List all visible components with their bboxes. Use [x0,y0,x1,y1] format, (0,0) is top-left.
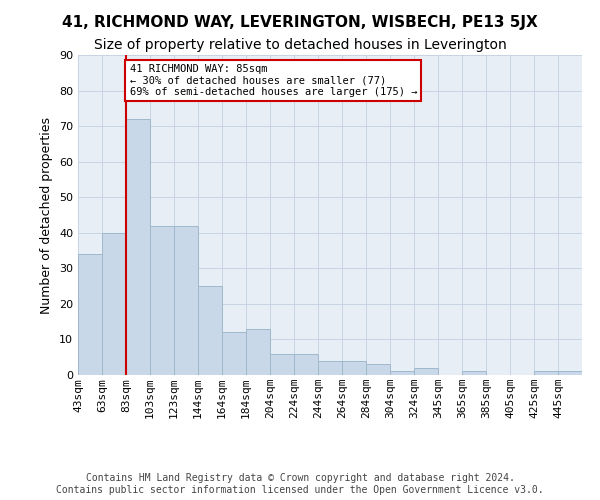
Bar [462,372,486,375]
Bar [342,361,366,375]
Bar [366,364,390,375]
Text: 41 RICHMOND WAY: 85sqm
← 30% of detached houses are smaller (77)
69% of semi-det: 41 RICHMOND WAY: 85sqm ← 30% of detached… [130,64,417,97]
Text: 41, RICHMOND WAY, LEVERINGTON, WISBECH, PE13 5JX: 41, RICHMOND WAY, LEVERINGTON, WISBECH, … [62,15,538,30]
Bar [174,226,198,375]
Bar [294,354,318,375]
Bar [270,354,294,375]
Bar [390,372,414,375]
Bar [534,372,558,375]
Bar [558,372,582,375]
Bar [78,254,102,375]
Bar [222,332,246,375]
Y-axis label: Number of detached properties: Number of detached properties [40,116,53,314]
Text: Size of property relative to detached houses in Leverington: Size of property relative to detached ho… [94,38,506,52]
Bar [198,286,222,375]
Text: Contains HM Land Registry data © Crown copyright and database right 2024.
Contai: Contains HM Land Registry data © Crown c… [56,474,544,495]
Bar [126,119,150,375]
Bar [246,329,270,375]
Bar [414,368,438,375]
Bar [318,361,342,375]
Bar [150,226,174,375]
Bar [102,233,126,375]
